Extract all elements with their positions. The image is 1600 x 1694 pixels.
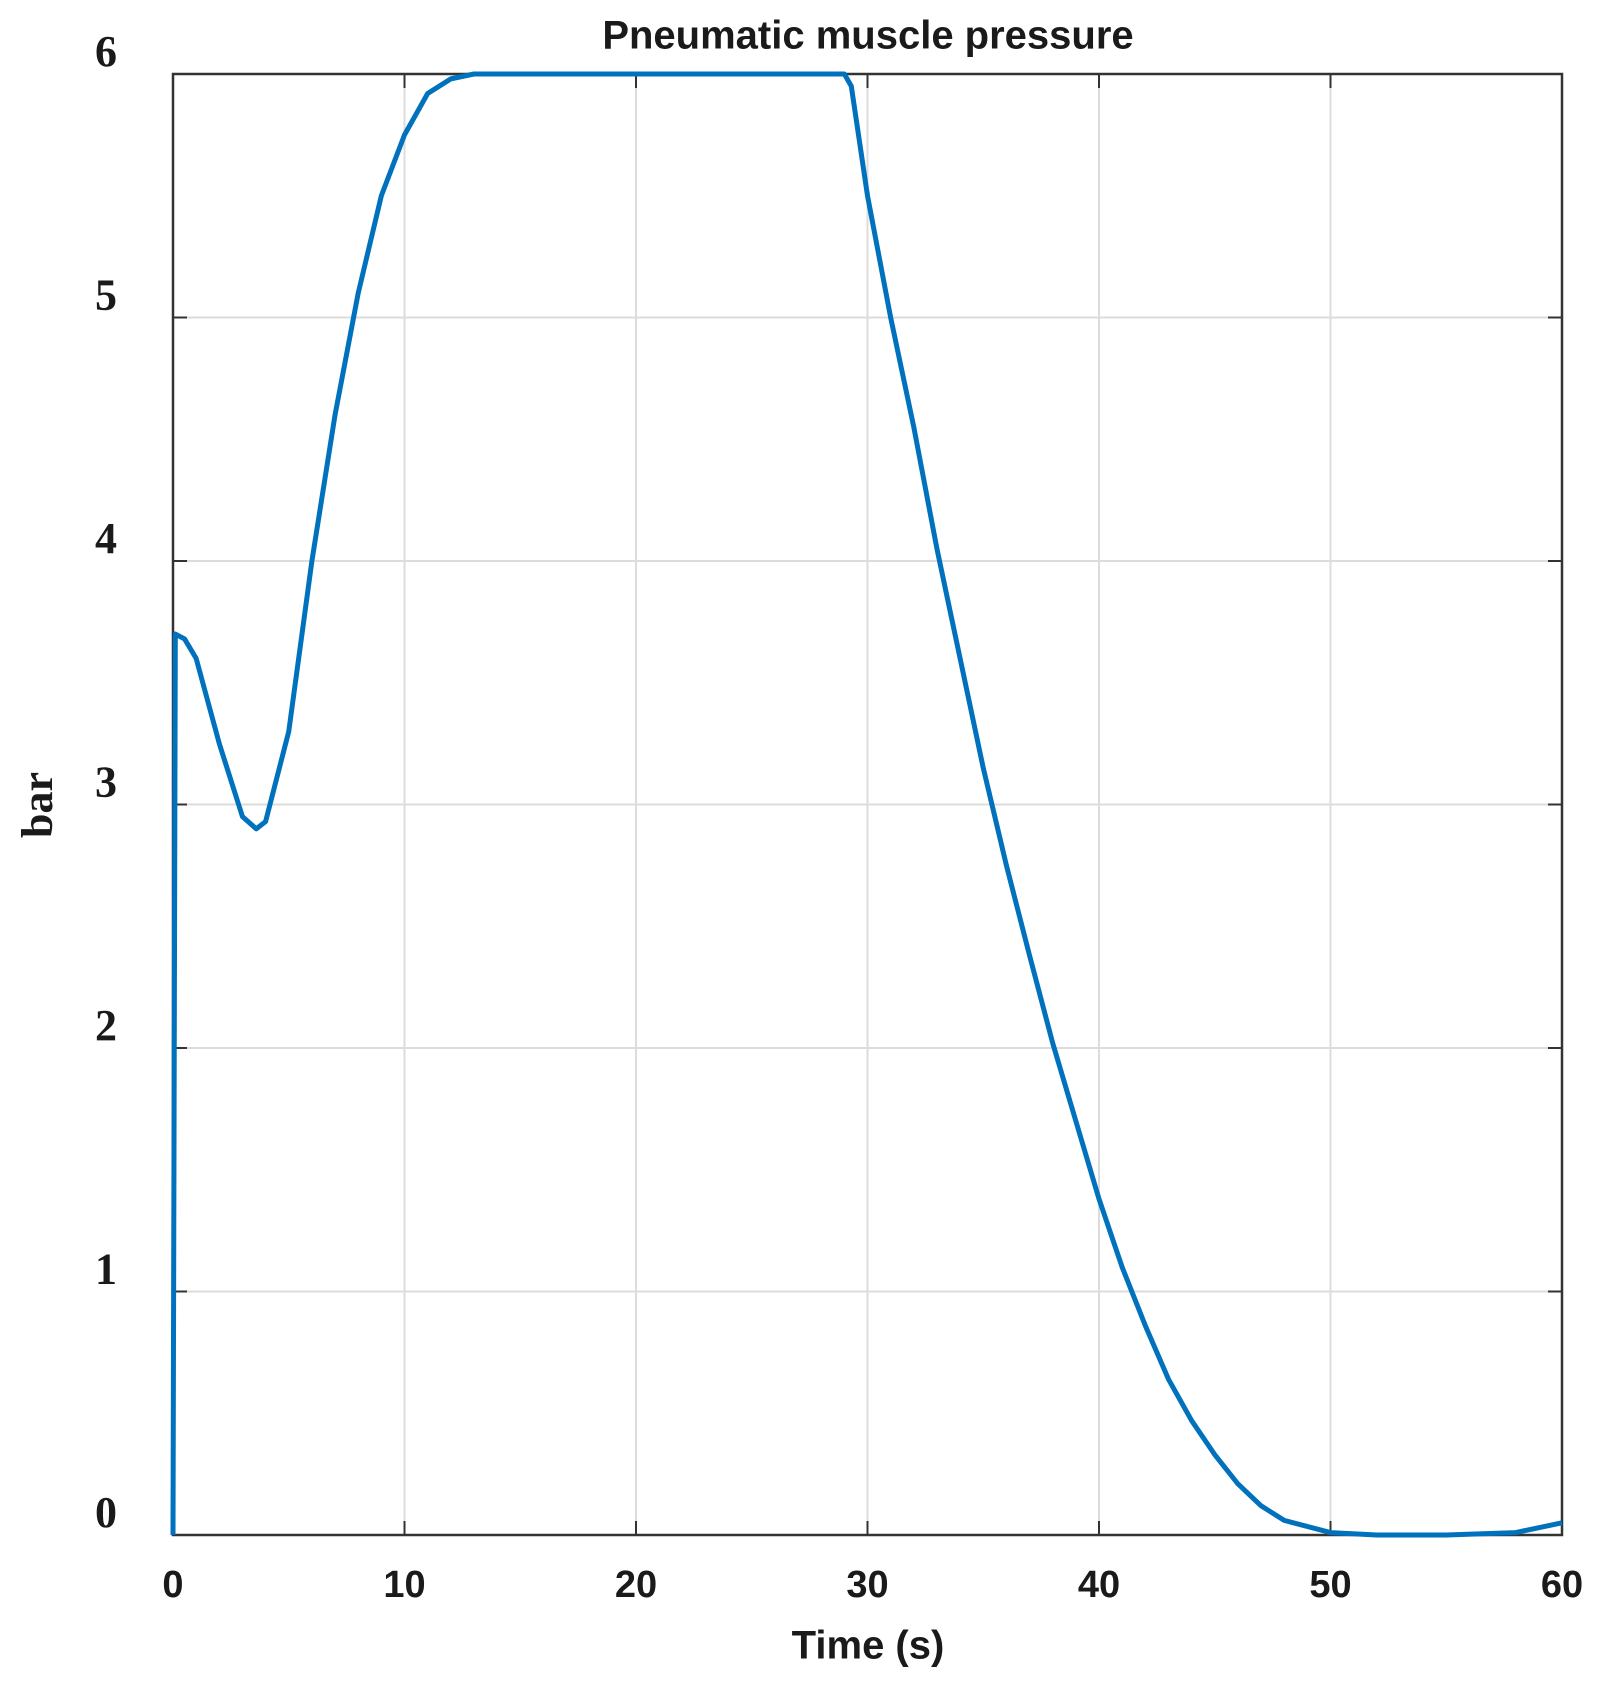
data-line [170, 71, 1563, 1538]
x-axis-label: Time (s) [792, 1624, 945, 1668]
x-tick-label: 30 [846, 1564, 888, 1606]
y-tick-label: 0 [95, 1488, 117, 1537]
chart-title: Pneumatic muscle pressure [602, 14, 1133, 58]
x-tick-label: 10 [383, 1564, 425, 1606]
x-tick-label: 50 [1309, 1564, 1351, 1606]
x-tick-label: 60 [1541, 1564, 1583, 1606]
x-tick-label: 0 [162, 1564, 183, 1606]
y-tick-label: 4 [95, 514, 117, 563]
x-tick-label: 20 [615, 1564, 657, 1606]
y-tick-label: 5 [95, 271, 117, 320]
x-tick-label: 40 [1078, 1564, 1120, 1606]
y-axis-label: bar [13, 772, 62, 838]
y-tick-label: 6 [95, 27, 117, 76]
y-tick-label: 1 [95, 1245, 117, 1294]
y-tick-label: 3 [95, 758, 117, 807]
y-tick-label: 2 [95, 1001, 117, 1050]
